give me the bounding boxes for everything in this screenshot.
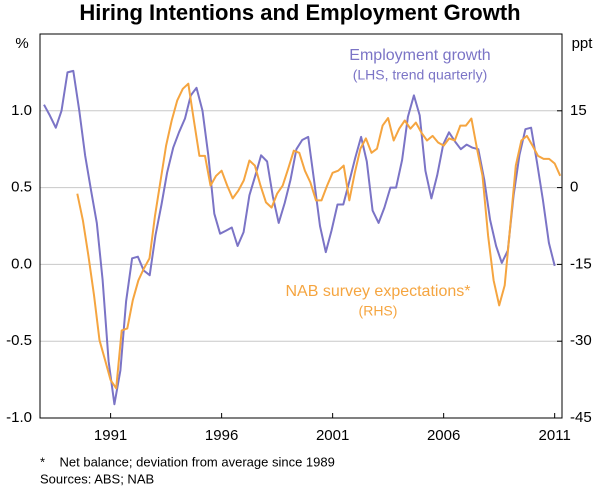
- y-tick-label: 0.0: [11, 255, 32, 272]
- series-line: [43, 69, 556, 406]
- y2-axis-unit: ppt: [572, 35, 594, 52]
- y2-tick-label: -45: [570, 409, 592, 426]
- y-tick-label: -0.5: [6, 332, 32, 349]
- x-tick-label: 2001: [316, 427, 349, 444]
- x-tick-label: 2011: [539, 427, 571, 444]
- y2-tick-label: 0: [570, 179, 578, 196]
- footnote: * Net balance; deviation from average si…: [40, 454, 335, 469]
- y-axis-unit: %: [15, 35, 28, 52]
- x-tick-label: 2006: [427, 427, 460, 444]
- sources: Sources: ABS; NAB: [40, 471, 154, 486]
- y2-tick-label: -30: [570, 332, 592, 349]
- y-tick-label: 1.0: [11, 102, 32, 119]
- series-label: Employment growth: [349, 47, 490, 64]
- y-tick-label: 0.5: [11, 179, 32, 196]
- x-tick-label: 1996: [205, 427, 238, 444]
- x-tick-label: 1991: [94, 427, 127, 444]
- y-tick-label: -1.0: [6, 409, 32, 426]
- y2-tick-label: -15: [570, 255, 592, 272]
- series-label: NAB survey expectations*: [286, 283, 471, 300]
- series-line: [76, 82, 562, 390]
- series-sublabel: (RHS): [359, 303, 398, 319]
- chart-title: Hiring Intentions and Employment Growth: [79, 0, 520, 25]
- y2-tick-label: 15: [570, 102, 587, 119]
- plot-frame: [39, 33, 563, 419]
- series-sublabel: (LHS, trend quarterly): [353, 67, 488, 83]
